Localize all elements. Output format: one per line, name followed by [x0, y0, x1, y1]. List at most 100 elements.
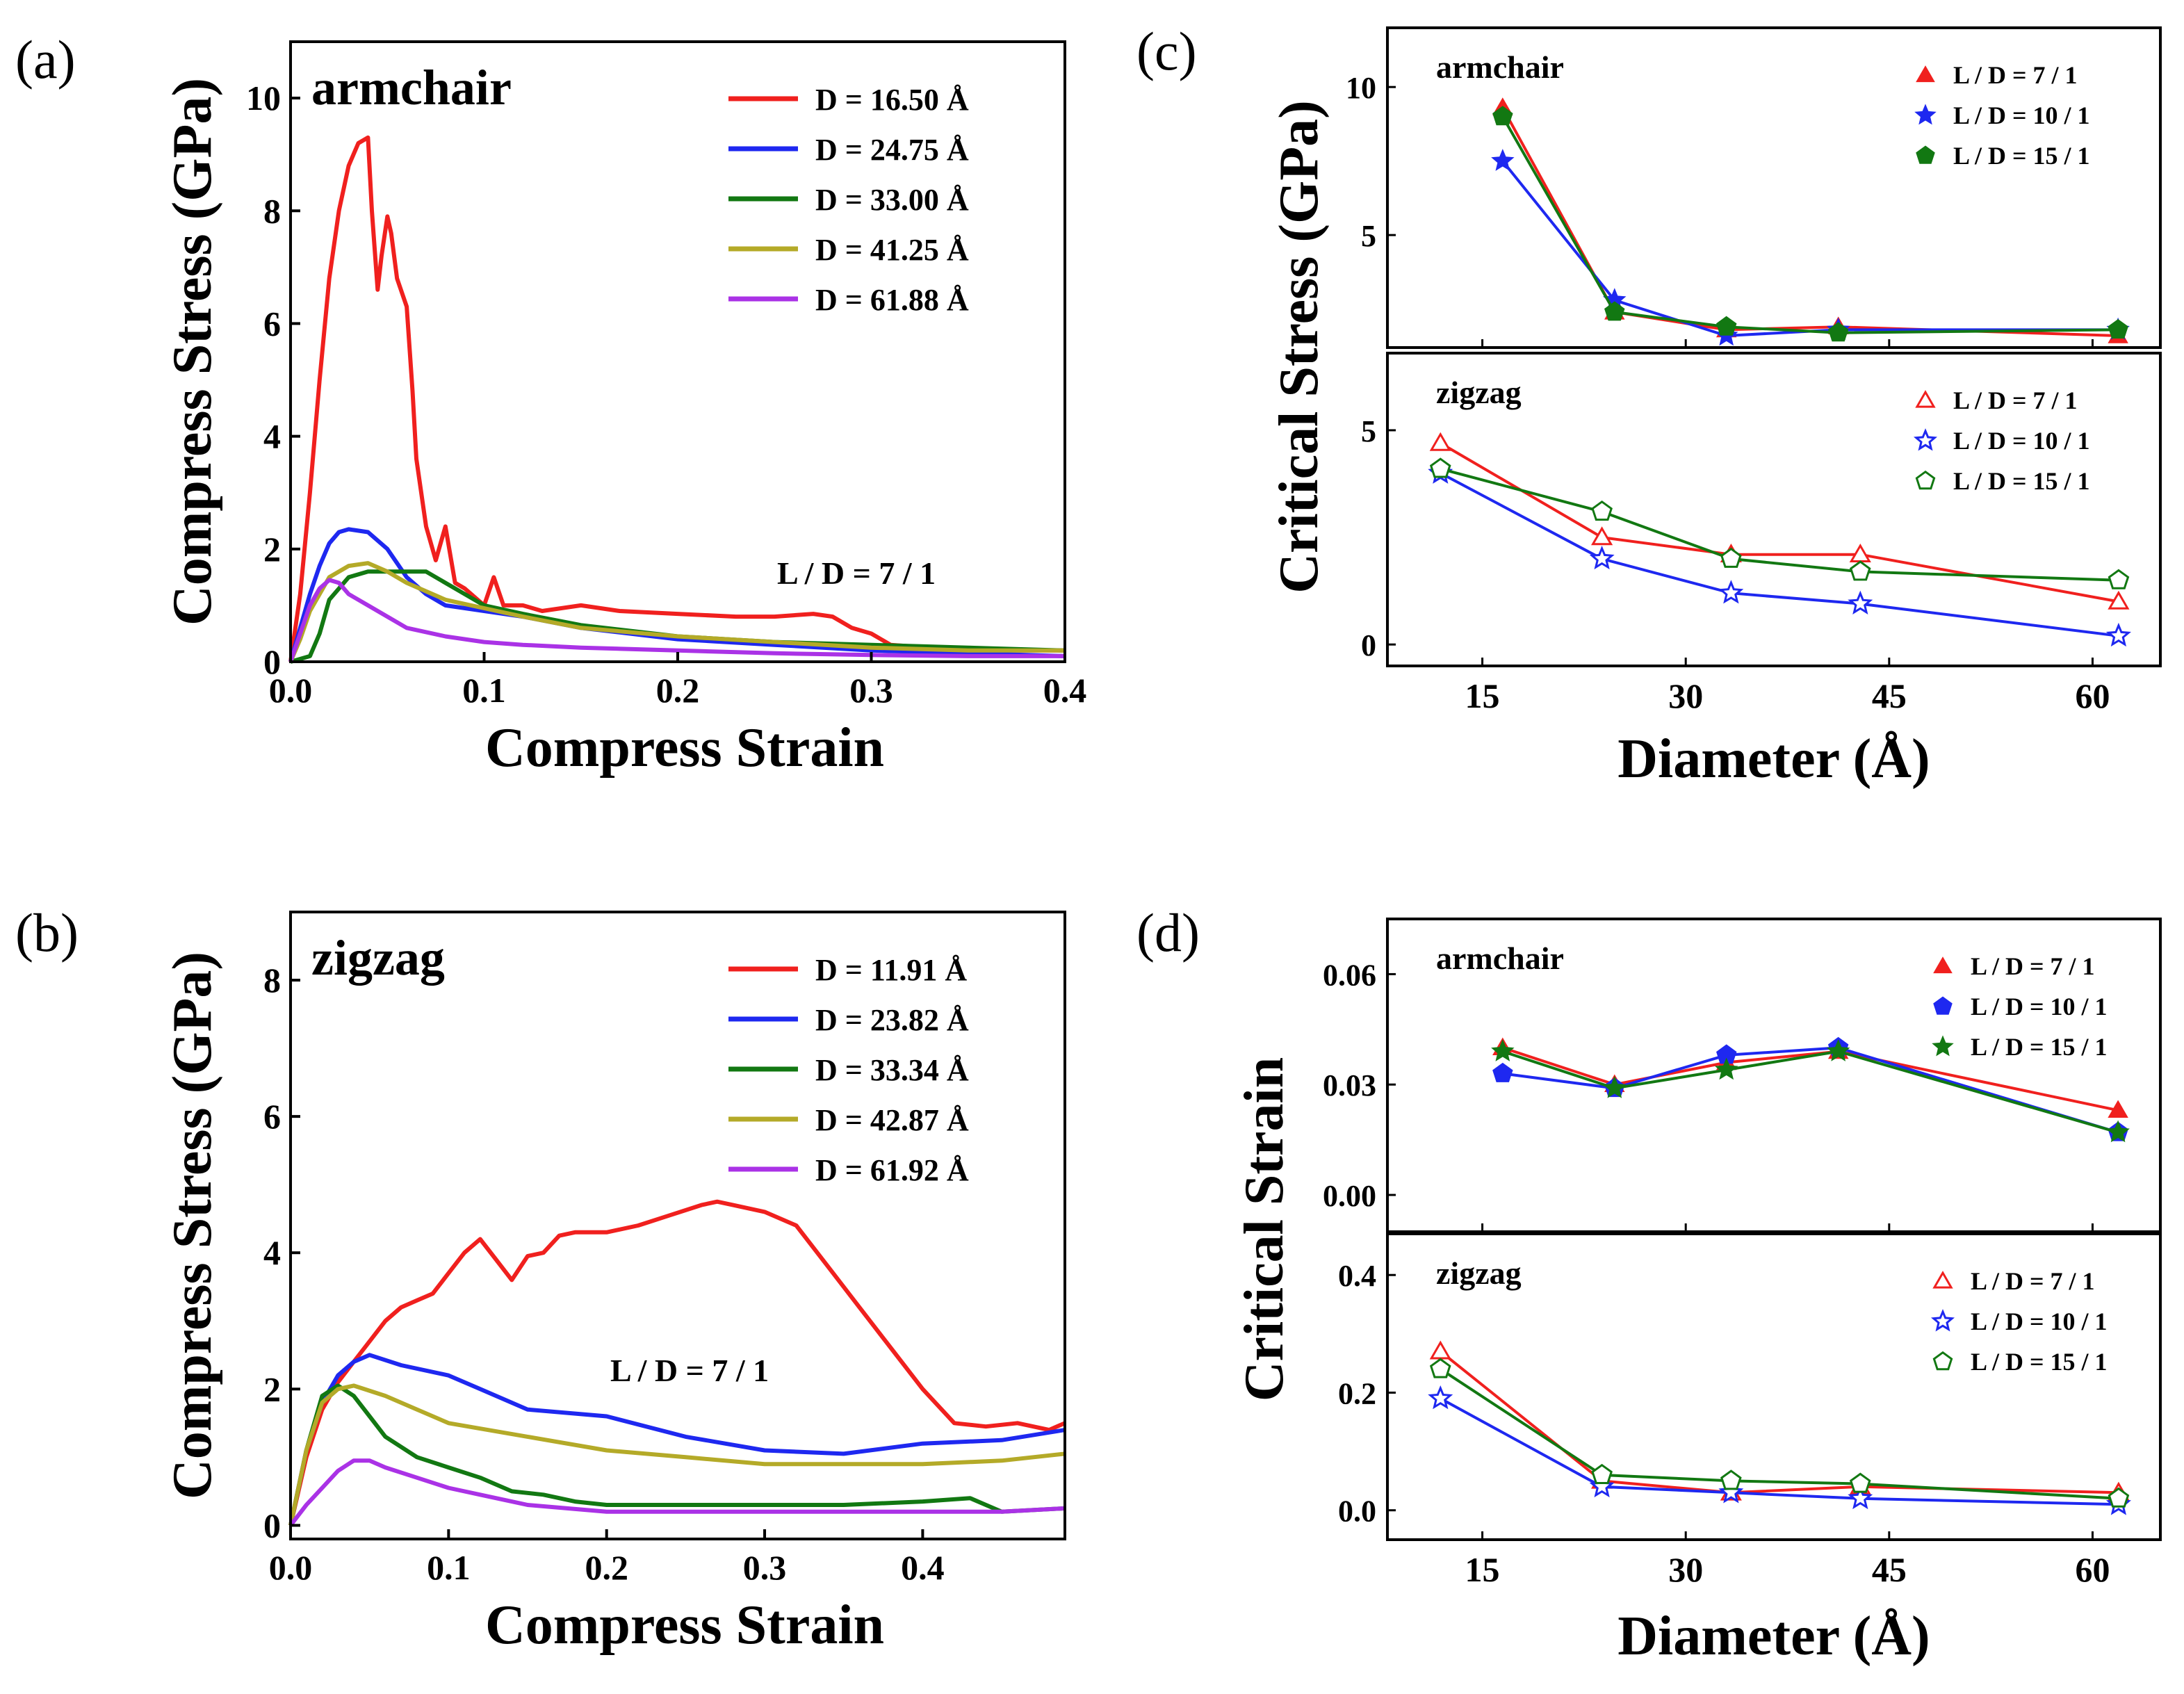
data-point	[2108, 590, 2130, 610]
y-tick-label: 4	[263, 1233, 281, 1272]
y-tick-label: 6	[263, 304, 281, 343]
data-point	[1718, 580, 1744, 604]
aspect-ratio-annotation: L / D = 7 / 1	[777, 555, 936, 591]
x-tick-label: 0.4	[1043, 671, 1087, 710]
y-tick-label: 0.4	[1338, 1259, 1376, 1293]
x-tick-label: 60	[2075, 1550, 2110, 1589]
y-tick-label: 0	[263, 642, 281, 681]
legend-label-1: D = 16.50 Å	[815, 83, 969, 117]
series-line-2	[288, 527, 1066, 662]
legend-marker-1	[1915, 390, 1936, 408]
subplot-zigzag: 0 5 zigzag L / D = 7 / 1 L / D = 10 / 1 L / D…	[1361, 352, 2162, 667]
panel-c: (c) 5 10 armchair L / D = 7 / 1 L / D = 10 / …	[1136, 21, 2162, 790]
subplot-annotation: armchair	[1436, 940, 1564, 976]
legend-label-3: L / D = 15 / 1	[1953, 142, 2090, 170]
panel-b: (b) 0.0 0.1 0.2 0.3 0.4 0 2 4 6 8 Compress Strain Co…	[15, 902, 1066, 1656]
data-point	[1716, 316, 1737, 336]
data-point	[1492, 1062, 1513, 1082]
series-line-4	[288, 1383, 1066, 1526]
legend-marker-1	[1932, 1271, 1953, 1289]
legend-marker-3	[1915, 470, 1936, 490]
subplot-armchair: 5 10 armchair L / D = 7 / 1 L / D = 10 / 1 L …	[1346, 26, 2162, 349]
y-tick-label: 0	[263, 1506, 281, 1545]
legend-label-1: L / D = 7 / 1	[1953, 61, 2078, 89]
y-tick-label: 6	[263, 1097, 281, 1136]
series-line-4	[288, 561, 1065, 663]
data-point	[1589, 545, 1615, 570]
data-point	[1429, 432, 1451, 451]
x-axis-title: Diameter (Å)	[1617, 728, 1930, 790]
legend-label-2: L / D = 10 / 1	[1953, 101, 2090, 129]
subplot-zigzag: 0.0 0.2 0.4 zigzag L / D = 7 / 1 L / D = 10 /…	[1338, 1232, 2162, 1541]
legend-marker-2	[1914, 104, 1937, 125]
legend-label-1: L / D = 7 / 1	[1971, 952, 2095, 980]
data-point	[1720, 1469, 1742, 1490]
series-line-2	[1440, 1397, 2119, 1506]
panel-label: (b)	[15, 902, 79, 963]
data-point	[1492, 106, 1513, 126]
legend-label-2: L / D = 10 / 1	[1953, 427, 2090, 455]
legend-label-2: D = 23.82 Å	[815, 1003, 969, 1037]
data-point	[1589, 1473, 1615, 1498]
legend-label-3: L / D = 15 / 1	[1971, 1033, 2108, 1061]
panel-d: (d) 0.00 0.03 0.06 armchair L / D = 7 / 1 L / …	[1136, 902, 2162, 1667]
x-tick-label: 0.2	[656, 671, 700, 710]
data-point	[2108, 1487, 2130, 1508]
x-tick-label: 0.1	[462, 671, 506, 710]
panel-label: (c)	[1136, 21, 1197, 81]
legend-marker-1	[1933, 956, 1953, 974]
x-axis-title: Compress Strain	[485, 717, 884, 779]
y-tick-label: 0.06	[1323, 958, 1376, 992]
y-tick-label: 5	[1361, 219, 1376, 253]
legend-marker-1	[1916, 65, 1935, 83]
legend-label-1: L / D = 7 / 1	[1953, 386, 2078, 414]
legend-label-3: L / D = 15 / 1	[1953, 467, 2090, 495]
x-tick-label: 30	[1668, 676, 1703, 715]
data-point	[1603, 1075, 1627, 1098]
series-line-1	[288, 135, 1065, 662]
data-point	[2108, 318, 2128, 339]
y-tick-label: 10	[246, 79, 281, 117]
y-tick-label: 0.03	[1323, 1068, 1376, 1102]
subplot-annotation: zigzag	[1436, 1255, 1522, 1291]
legend-label-2: D = 24.75 Å	[815, 133, 969, 167]
legend-marker-2	[1933, 996, 1953, 1015]
x-axis-title: Diameter (Å)	[1617, 1606, 1930, 1667]
data-point	[2105, 622, 2131, 647]
x-axis-title: Compress Strain	[485, 1595, 884, 1656]
legend-label-3: L / D = 15 / 1	[1971, 1348, 2108, 1376]
data-point	[1720, 547, 1742, 568]
plot-frame	[1386, 352, 2162, 667]
x-tick-label: 0.3	[849, 671, 893, 710]
data-point	[2108, 1100, 2128, 1118]
y-tick-label: 0	[1361, 628, 1376, 662]
data-point	[1604, 301, 1625, 321]
panel-annotation: zigzag	[311, 930, 445, 986]
data-point	[2106, 1120, 2130, 1143]
x-tick-label: 30	[1668, 1550, 1703, 1589]
x-tick-label: 0.0	[269, 671, 313, 710]
y-tick-label: 5	[1361, 414, 1376, 448]
x-tick-label: 45	[1872, 676, 1907, 715]
legend-label-2: L / D = 10 / 1	[1971, 993, 2108, 1020]
data-point	[1849, 1472, 1871, 1493]
y-tick-label: 0.0	[1338, 1495, 1376, 1529]
y-tick-label: 8	[263, 191, 281, 230]
data-point	[1715, 1057, 1738, 1080]
x-tick-label: 0.2	[585, 1548, 628, 1587]
data-point	[1591, 526, 1613, 546]
data-point	[1718, 1479, 1744, 1504]
x-tick-label: 0.3	[743, 1548, 787, 1587]
plot-frame	[1386, 26, 2162, 349]
legend-label-4: D = 42.87 Å	[815, 1103, 969, 1137]
data-point	[1591, 1463, 1613, 1484]
x-tick-label: 0.1	[427, 1548, 471, 1587]
data-point	[1491, 149, 1515, 171]
subplot-annotation: armchair	[1436, 49, 1564, 85]
legend-label-3: D = 33.34 Å	[815, 1053, 969, 1087]
y-axis-title: Compress Stress (GPa)	[162, 78, 223, 626]
panel-label: (a)	[15, 29, 76, 90]
series-line-5	[288, 1458, 1066, 1527]
y-tick-label: 0.00	[1323, 1179, 1376, 1213]
x-tick-label: 60	[2075, 676, 2110, 715]
